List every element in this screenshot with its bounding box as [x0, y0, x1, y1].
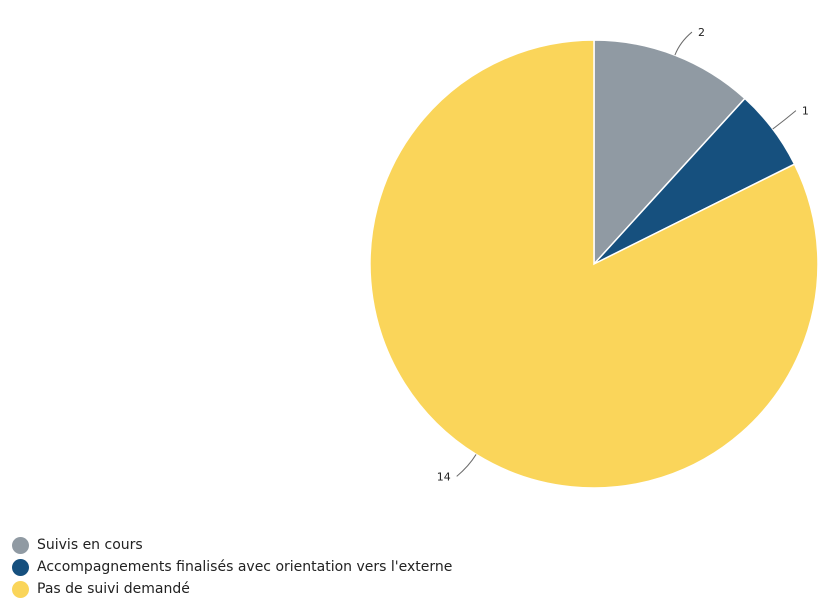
legend-label: Accompagnements finalisés avec orientati… [37, 556, 452, 578]
legend-label: Suivis en cours [37, 534, 143, 556]
data-label: 14 [437, 470, 451, 483]
data-label-connector [675, 32, 692, 55]
legend-swatch-icon [12, 537, 29, 554]
data-label-connector [773, 111, 796, 129]
pie-chart: 2 1 14 [0, 0, 830, 520]
legend-item-pas-de-suivi[interactable]: Pas de suivi demandé [12, 578, 452, 600]
legend-item-accompagnements-finalises[interactable]: Accompagnements finalisés avec orientati… [12, 556, 452, 578]
legend-label: Pas de suivi demandé [37, 578, 190, 600]
legend-swatch-icon [12, 559, 29, 576]
chart-legend: Suivis en cours Accompagnements finalisé… [12, 534, 452, 600]
data-label: 1 [802, 105, 809, 118]
pie-slices [370, 40, 818, 488]
data-label-connector [457, 454, 476, 476]
data-label: 2 [698, 26, 705, 39]
legend-swatch-icon [12, 581, 29, 598]
legend-item-suivis-en-cours[interactable]: Suivis en cours [12, 534, 452, 556]
